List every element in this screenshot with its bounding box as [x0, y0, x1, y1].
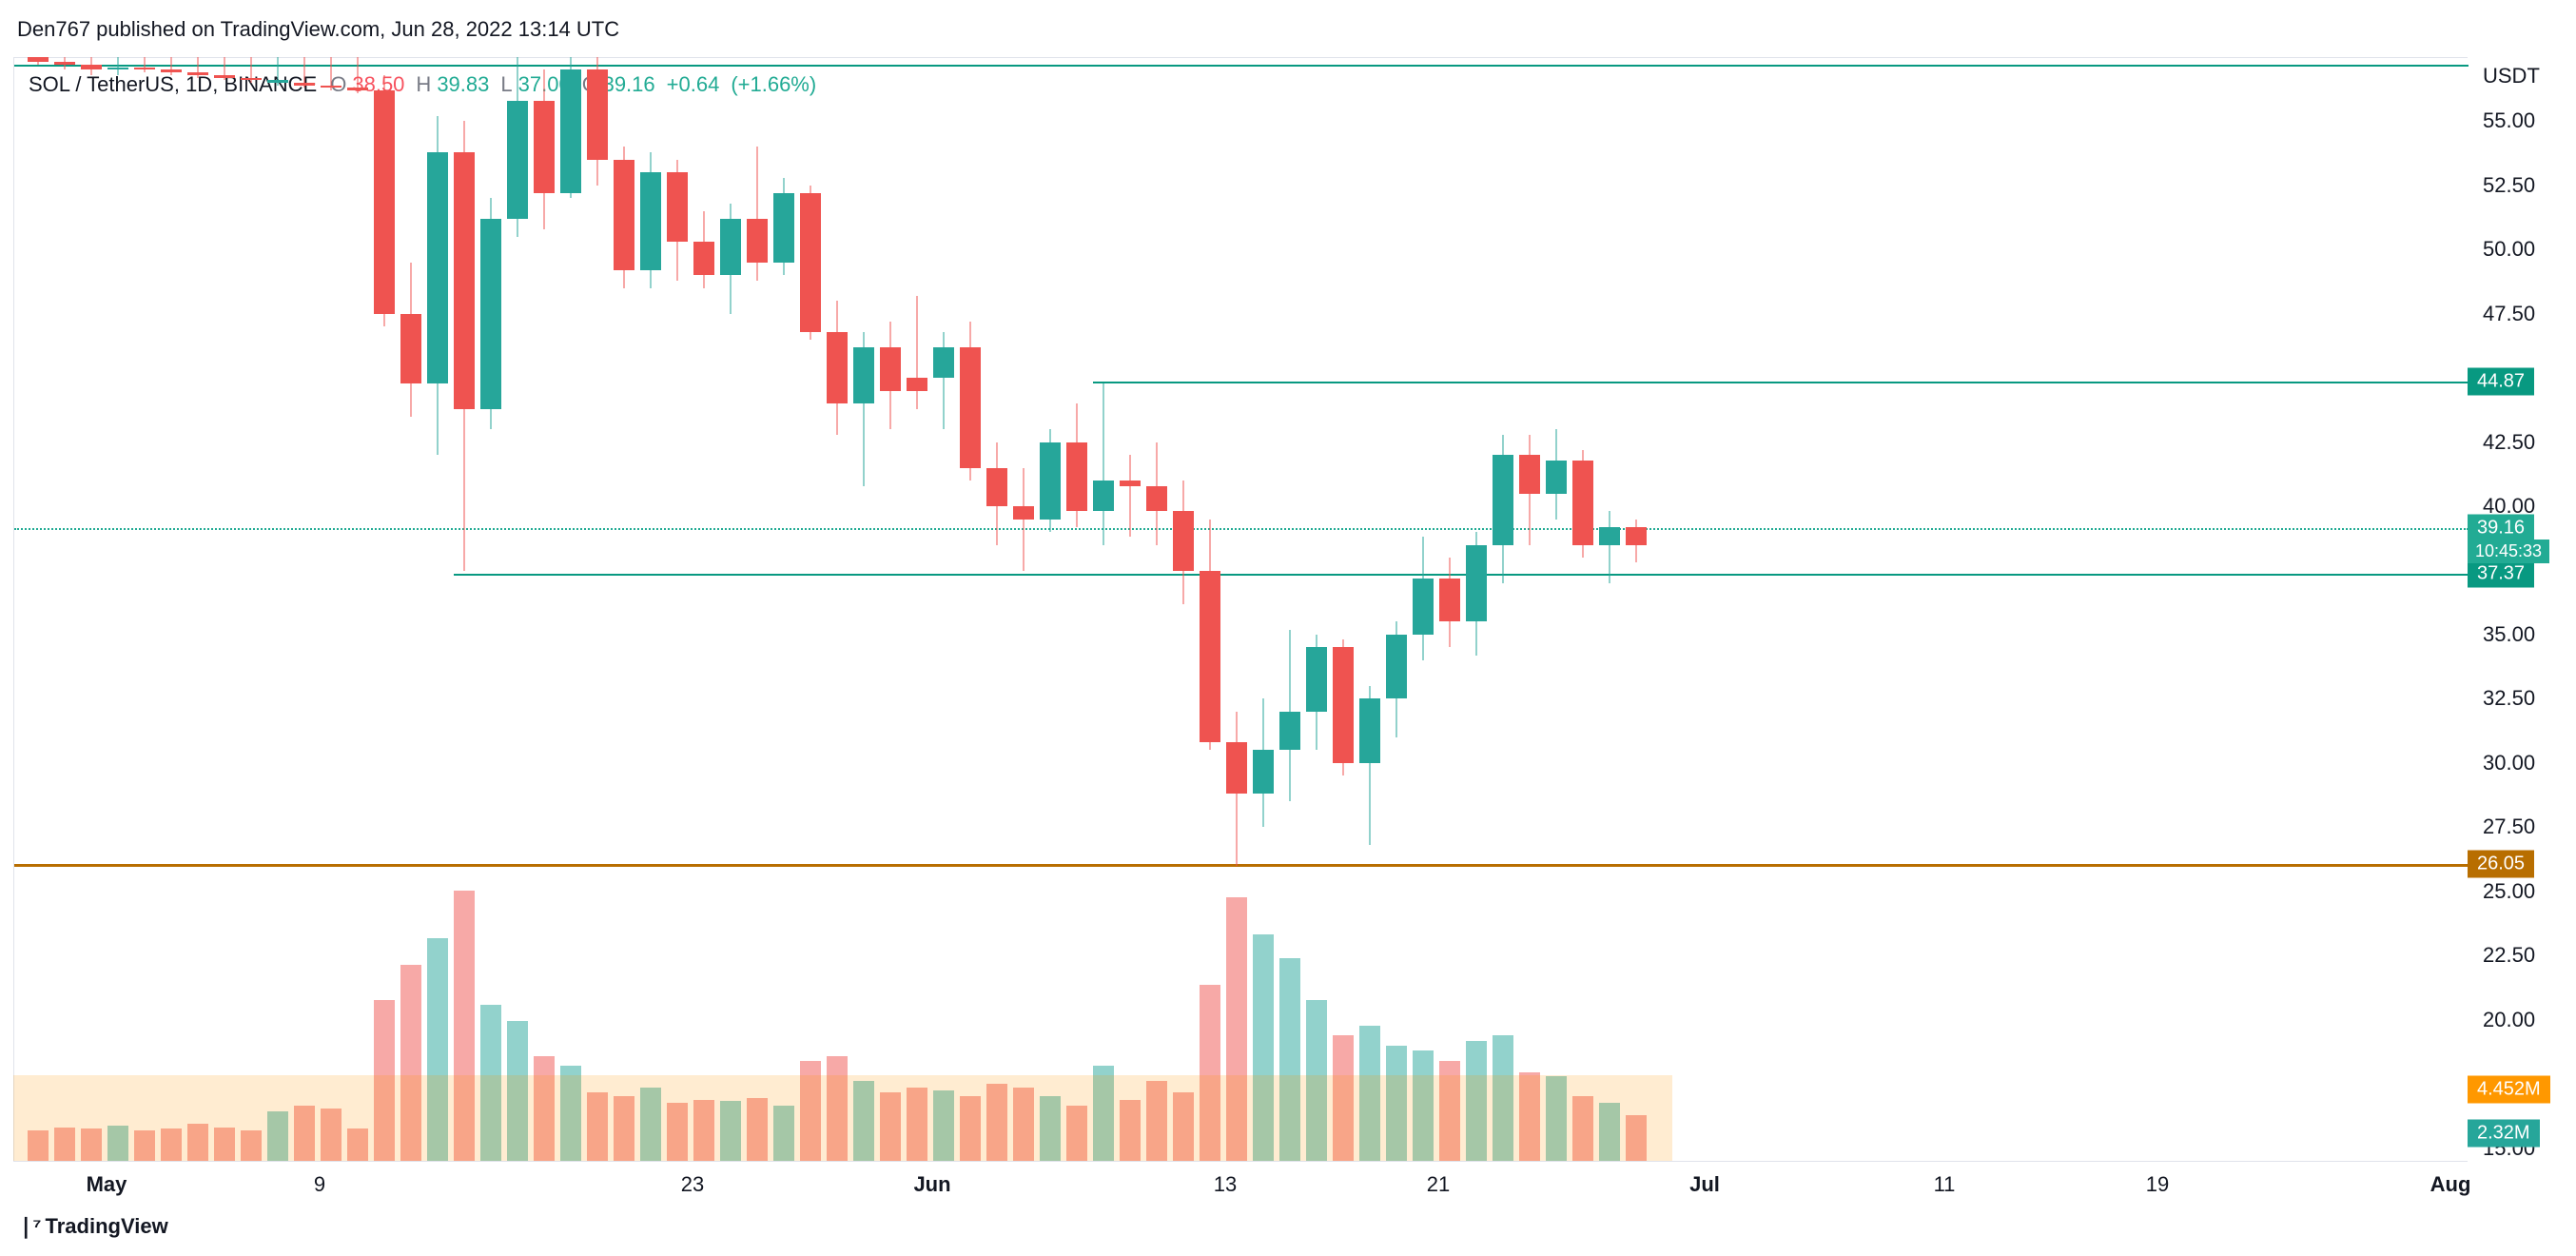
y-axis-tick: 35.00 — [2483, 622, 2535, 647]
y-axis-tick: 27.50 — [2483, 814, 2535, 839]
price-line-tag: 44.87 — [2468, 367, 2534, 395]
x-axis-tick: 23 — [681, 1172, 704, 1197]
publish-text: Den767 published on TradingView.com, Jun… — [17, 17, 619, 41]
x-axis-tick: Aug — [2430, 1172, 2471, 1197]
y-axis-tick: 55.00 — [2483, 108, 2535, 133]
y-axis-tick: 30.00 — [2483, 751, 2535, 775]
tradingview-logo-icon: ❘⁷ — [17, 1214, 40, 1239]
y-axis-tick: 50.00 — [2483, 237, 2535, 262]
countdown-tag: 10:45:33 — [2468, 540, 2549, 563]
current-price-line — [14, 528, 2469, 530]
volume-ma-area — [13, 1075, 1672, 1161]
y-axis-tick: 42.50 — [2483, 430, 2535, 455]
volume-axis-tag: 2.32M — [2468, 1120, 2540, 1148]
x-axis-tick: Jun — [913, 1172, 950, 1197]
footer-brand-text: TradingView — [46, 1214, 168, 1239]
x-axis-tick: 13 — [1214, 1172, 1237, 1197]
y-axis-tick: 47.50 — [2483, 302, 2535, 326]
y-axis-tick: 32.50 — [2483, 686, 2535, 711]
x-axis-tick: 21 — [1427, 1172, 1450, 1197]
y-axis-tick: 52.50 — [2483, 173, 2535, 198]
publish-header: Den767 published on TradingView.com, Jun… — [17, 17, 619, 42]
y-axis-tick: 25.00 — [2483, 879, 2535, 904]
horizontal-line[interactable] — [14, 65, 2469, 67]
x-axis-tick: 19 — [2146, 1172, 2169, 1197]
y-axis-currency-label: USDT — [2483, 64, 2540, 88]
volume-axis-tag: 4.452M — [2468, 1075, 2550, 1103]
y-axis-tick: 22.50 — [2483, 943, 2535, 968]
footer-brand: ❘⁷ TradingView — [17, 1214, 168, 1239]
chart-border-bottom — [13, 1161, 2468, 1162]
x-axis-tick: Jul — [1689, 1172, 1720, 1197]
x-axis-tick: 9 — [314, 1172, 325, 1197]
horizontal-line[interactable] — [14, 864, 2469, 867]
x-axis-tick: May — [87, 1172, 127, 1197]
x-axis-tick: 11 — [1934, 1172, 1956, 1197]
horizontal-line[interactable] — [454, 574, 2469, 576]
chart-canvas[interactable] — [13, 57, 2468, 1161]
horizontal-line[interactable] — [1093, 382, 2469, 383]
price-line-tag: 37.37 — [2468, 560, 2534, 588]
current-price-tag: 39.16 — [2468, 514, 2534, 541]
price-line-tag: 26.05 — [2468, 851, 2534, 878]
y-axis-tick: 20.00 — [2483, 1008, 2535, 1032]
